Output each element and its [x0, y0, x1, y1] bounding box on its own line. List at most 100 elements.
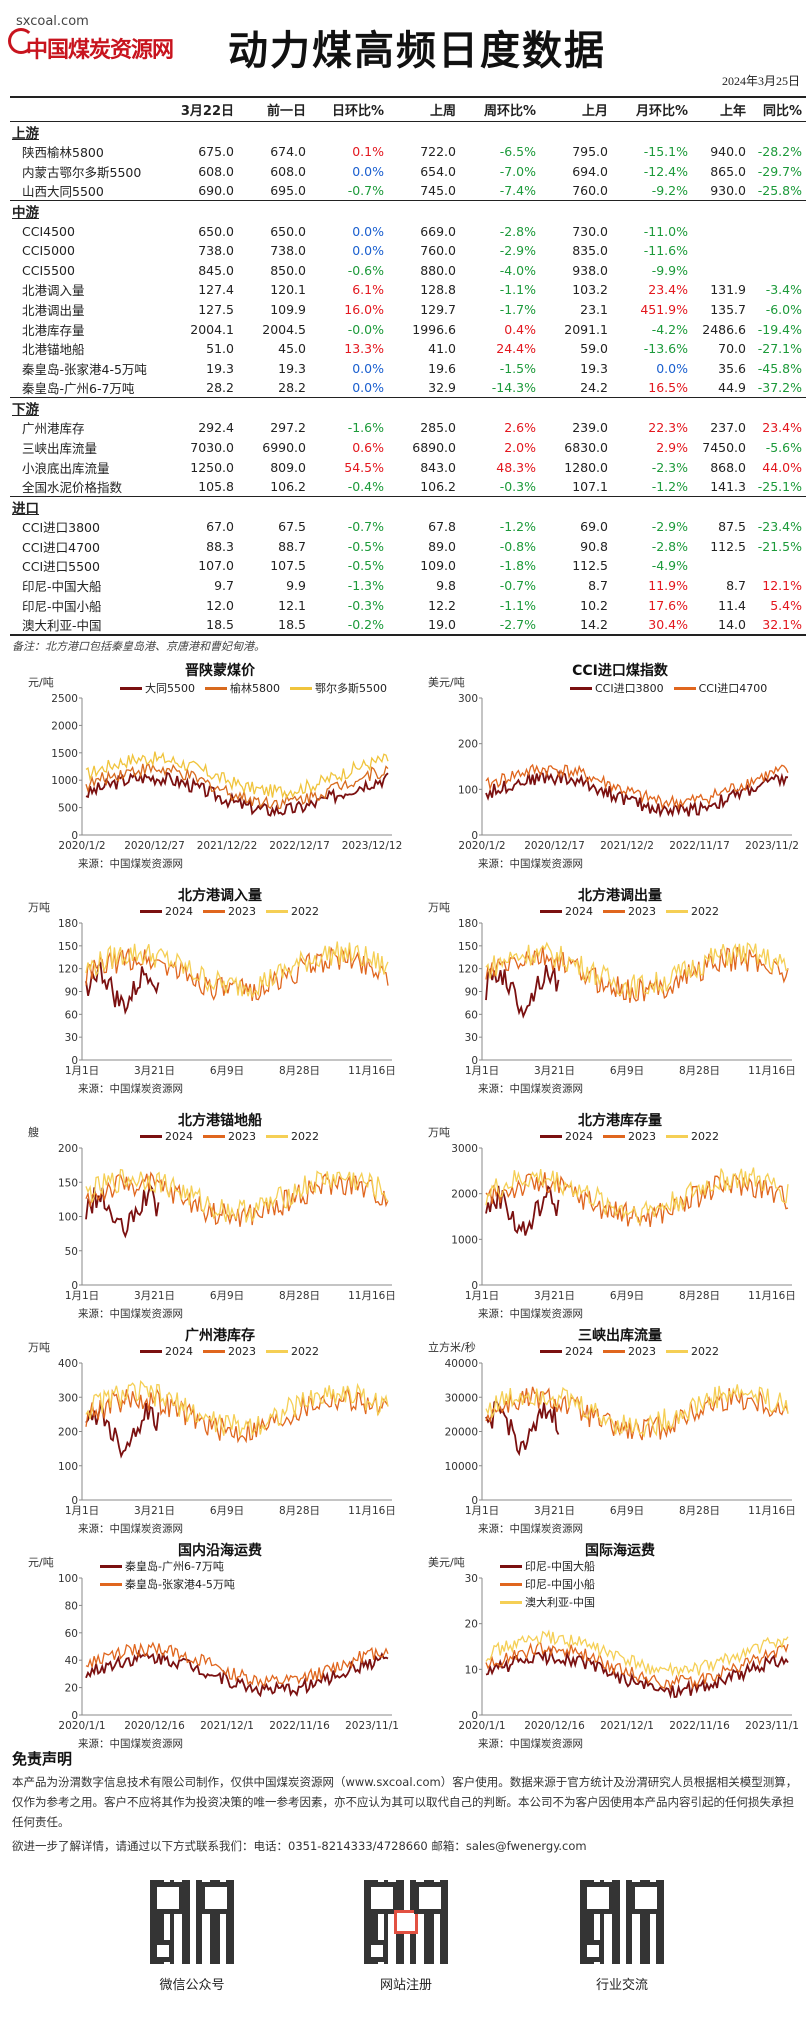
row-label: 山西大同5500: [22, 184, 104, 200]
cell-value: -4.9%: [651, 558, 688, 574]
cell-value: 650.0: [270, 223, 306, 239]
cell-value: 9.8: [436, 578, 456, 594]
logo-swoosh-icon: [8, 28, 34, 54]
cell-value: -6.5%: [499, 144, 536, 160]
x-tick-label: 2021/12/22: [197, 840, 258, 852]
cell-value: -6.0%: [765, 301, 802, 317]
cell-value: 10.2: [580, 597, 608, 613]
cell-value: 845.0: [198, 262, 234, 278]
cell-value: 87.5: [718, 519, 746, 535]
chart-plot: 0 100 200 300 400 1月1日 3月21日 6月9日 8月28日 11月16日: [58, 1358, 396, 1517]
cell-value: 760.0: [420, 243, 456, 259]
cell-value: 843.0: [420, 459, 456, 475]
chart-c10: 国际海运费 美元/吨 0 10 20 30 2020/1/1 2020/12/16 2021/1…: [420, 1540, 812, 1755]
row-label: 秦皇岛-张家港4-5万吨: [22, 361, 147, 377]
y-tick-label: 30: [465, 1573, 478, 1585]
cell-value: 32.1%: [762, 616, 802, 632]
legend-swatch: [266, 1135, 288, 1138]
y-tick-label: 60: [65, 1009, 78, 1021]
qr-label: 网站注册: [379, 1978, 432, 1993]
y-tick-label: 0: [71, 1710, 78, 1722]
cell-value: 12.2: [428, 597, 456, 613]
cell-value: 14.2: [580, 616, 608, 632]
x-tick-label: 8月28日: [279, 1290, 320, 1302]
chart-plot: 0 20 40 60 80 100 2020/1/1 2020/12/16 2021/12/1 2…: [58, 1573, 399, 1732]
cell-value: -21.5%: [757, 538, 802, 554]
cell-value: -13.6%: [643, 341, 688, 357]
legend-label: 2023: [628, 1345, 656, 1358]
legend-item: 2022: [266, 1130, 319, 1143]
series-line-3: [85, 941, 389, 999]
cell-value: 16.5%: [648, 380, 688, 396]
legend-label: 2022: [691, 1130, 719, 1143]
y-tick-label: 0: [471, 830, 478, 842]
cell-value: 54.5%: [344, 459, 384, 475]
x-tick-label: 1月1日: [465, 1505, 499, 1517]
legend-swatch: [205, 686, 227, 690]
cell-value: 67.0: [206, 519, 234, 535]
chart-plot: 0 30 60 90 120 150 180 1月1日 3月21日 6月9日 8月28日 11月16日: [58, 918, 396, 1077]
legend-swatch: [290, 686, 312, 690]
legend-item: CCI进口4700: [673, 680, 767, 696]
qr-wechat[interactable]: 微信公众号: [132, 1880, 252, 1993]
legend-swatch: [666, 910, 688, 913]
chart-legend: 2024 2023 2022: [540, 1345, 719, 1358]
cell-value: 28.2: [206, 380, 234, 396]
cell-value: 129.7: [420, 301, 456, 317]
series-line-1: [485, 769, 789, 818]
chart-unit: 元/吨: [28, 676, 54, 689]
y-tick-label: 1000: [451, 1234, 478, 1246]
x-tick-label: 1月1日: [65, 1065, 99, 1077]
cell-value: 865.0: [710, 163, 746, 179]
x-tick-label: 11月16日: [748, 1290, 796, 1302]
qr-website[interactable]: 网站注册: [346, 1880, 466, 1993]
cell-value: 9.9: [286, 578, 306, 594]
cell-value: 112.5: [710, 538, 746, 554]
chart-plot: 0 10000 20000 30000 40000 1月1日 3月21日 6月9日 8月28日 1…: [445, 1358, 796, 1517]
chart-c8: 三峡出库流量 立方米/秒 0 10000 20000 30000 40000 1月1日 3月21…: [420, 1325, 812, 1540]
cell-value: -0.3%: [499, 478, 536, 494]
chart-legend: 2024 2023 2022: [140, 1345, 319, 1358]
column-header: 上月: [581, 104, 608, 119]
cell-value: 19.3: [580, 360, 608, 376]
chart-legend: 2024 2023 2022: [540, 905, 719, 918]
x-tick-label: 2023/11/2: [745, 840, 799, 852]
y-tick-label: 100: [458, 784, 478, 796]
y-tick-label: 30: [65, 1032, 78, 1044]
legend-item: 澳大利亚-中国: [500, 1594, 595, 1610]
legend-label: 2023: [228, 1345, 256, 1358]
chart-title: 北方港调入量: [178, 888, 262, 904]
cell-value: 23.4%: [762, 420, 802, 436]
row-label: CCI5000: [22, 243, 75, 259]
cell-value: -23.4%: [757, 519, 802, 535]
cell-value: -1.1%: [499, 597, 536, 613]
chart-title: 北方港库存量: [578, 1113, 662, 1129]
table-row: 北港库存量 2004.1 2004.5 -0.0% 1996.6 0.4% 2091.1 -4…: [10, 319, 806, 339]
y-tick-label: 120: [458, 964, 478, 976]
y-tick-label: 300: [458, 693, 478, 705]
cell-value: 45.0: [278, 341, 306, 357]
series-line-1: [485, 1647, 789, 1699]
row-label: 秦皇岛-广州6-7万吨: [22, 381, 135, 397]
series-line-3: [85, 751, 389, 799]
row-label: 北港锚地船: [22, 342, 85, 358]
x-tick-label: 6月9日: [210, 1505, 244, 1517]
cell-value: 120.1: [270, 282, 306, 298]
cell-value: 19.0: [428, 616, 456, 632]
x-tick-label: 11月16日: [748, 1065, 796, 1077]
legend-item: 2024: [140, 905, 193, 918]
x-tick-label: 11月16日: [348, 1505, 396, 1517]
qr-industry[interactable]: 行业交流: [562, 1880, 682, 1993]
series-line-1: [85, 1649, 389, 1698]
cell-value: 22.3%: [648, 420, 688, 436]
table-row: CCI进口5500 107.0 107.5 -0.5% 109.0 -1.8% 112.5 -…: [10, 556, 806, 576]
legend-item: 印尼-中国小船: [500, 1576, 595, 1592]
page-title: 动力煤高频日度数据: [228, 28, 606, 74]
y-tick-label: 0: [471, 1055, 478, 1067]
legend-label: 2022: [291, 1345, 319, 1358]
chart-c1: 晋陕蒙煤价 元/吨 0 500 1000 1500 2000 2500 2020/1/2 2020…: [20, 660, 420, 875]
row-label: 陕西榆林5800: [22, 145, 104, 161]
section-title: 进口: [12, 501, 39, 517]
x-tick-label: 2023/11/1: [345, 1720, 399, 1732]
legend-label: 2024: [165, 1345, 193, 1358]
